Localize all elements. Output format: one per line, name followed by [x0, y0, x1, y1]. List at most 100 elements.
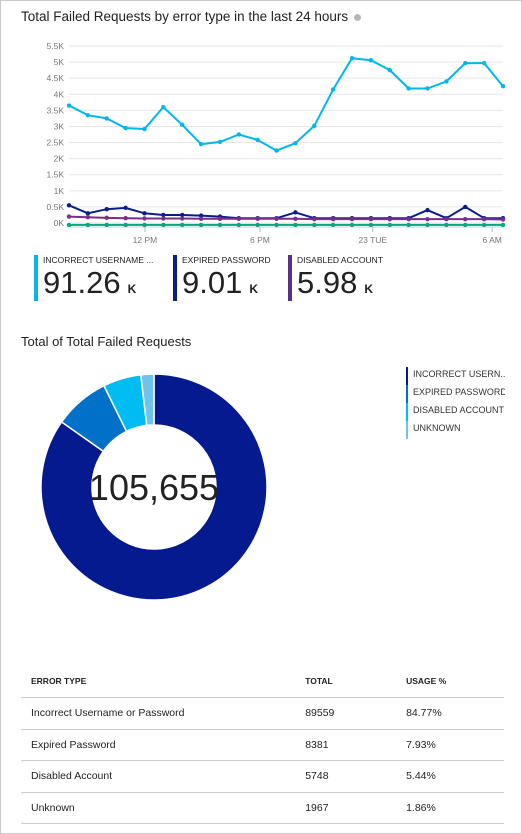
- data-point: [255, 222, 260, 228]
- kpi-label: EXPIRED PASSWORD: [182, 255, 271, 265]
- data-point: [161, 216, 166, 221]
- data-point: [255, 216, 260, 222]
- y-tick-label: 0K: [54, 218, 65, 228]
- data-point: [161, 222, 166, 228]
- data-point: [349, 56, 355, 61]
- data-point: [387, 67, 392, 73]
- data-point: [104, 206, 109, 212]
- data-point: [330, 216, 336, 222]
- y-tick-label: 4K: [54, 89, 65, 99]
- y-tick-label: 2K: [54, 154, 65, 164]
- series-line-2: [68, 215, 504, 221]
- donut-slice[interactable]: [139, 373, 155, 427]
- table-row: Expired Password 8381 7.93%: [21, 730, 504, 761]
- cell-usage: 1.86%: [406, 801, 436, 814]
- data-point: [198, 213, 204, 218]
- data-point: [481, 60, 487, 66]
- legend-item-disabled[interactable]: DISABLED ACCOUNT: [406, 403, 505, 421]
- data-point: [104, 222, 109, 228]
- x-tick-label: 12 PM: [133, 235, 158, 245]
- data-point: [481, 216, 487, 222]
- data-point: [463, 222, 468, 228]
- y-tick-label: 5.5K: [47, 41, 65, 51]
- data-point: [66, 203, 72, 208]
- series-line-0: [68, 57, 504, 152]
- cell-total: 1967: [305, 801, 329, 814]
- data-point: [142, 126, 147, 132]
- y-tick-label: 3K: [54, 121, 65, 131]
- line-chart: 5.5K 5K 4.5K 4K 3.5K 3K 2.5K 2K 1.5K 1K 0.5K 0K 12 P…: [47, 41, 506, 245]
- data-point: [368, 216, 374, 222]
- data-point: [274, 222, 279, 228]
- data-point: [123, 215, 128, 221]
- data-point: [236, 132, 242, 137]
- data-point: [500, 222, 506, 228]
- kpi-value: 9.01 K: [182, 265, 259, 300]
- donut-chart: 105,655: [40, 373, 268, 601]
- data-point: [425, 207, 430, 213]
- data-point: [463, 216, 468, 222]
- info-icon[interactable]: [354, 13, 362, 21]
- donut-slice[interactable]: [40, 373, 268, 601]
- data-point: [180, 222, 185, 228]
- data-point: [293, 210, 298, 215]
- data-point: [85, 222, 91, 228]
- data-point: [66, 222, 72, 228]
- header-total[interactable]: TOTAL: [305, 676, 333, 686]
- header-error-type[interactable]: ERROR TYPE: [31, 676, 87, 686]
- data-point: [142, 211, 147, 216]
- data-point: [463, 204, 468, 210]
- data-point: [142, 216, 147, 221]
- data-point: [85, 215, 91, 220]
- data-point: [66, 214, 72, 219]
- data-point: [312, 123, 317, 129]
- data-point: [463, 60, 468, 66]
- data-point: [161, 212, 166, 218]
- x-tick-label: 6 AM: [482, 235, 501, 245]
- kpi-disabled-account[interactable]: DISABLED ACCOUNT 5.98 K: [288, 255, 407, 301]
- data-point: [66, 103, 72, 108]
- data-point: [293, 140, 298, 146]
- data-point: [142, 222, 147, 228]
- data-point: [425, 86, 430, 91]
- y-tick-label: 5K: [54, 57, 65, 67]
- data-point: [123, 222, 128, 228]
- kpi-incorrect-username[interactable]: INCORRECT USERNAME ... 91.26 K: [34, 255, 153, 301]
- data-point: [217, 139, 223, 145]
- data-point: [274, 216, 279, 222]
- data-point: [368, 57, 374, 63]
- data-point: [293, 222, 298, 228]
- data-point: [425, 216, 430, 222]
- data-point: [217, 222, 223, 228]
- data-point: [444, 79, 449, 84]
- y-tick-label: 2.5K: [47, 138, 65, 148]
- legend-item-unknown[interactable]: UNKNOWN: [406, 421, 505, 439]
- data-point: [387, 216, 392, 222]
- data-point: [312, 222, 317, 228]
- legend-item-incorrect[interactable]: INCORRECT USERN...: [406, 367, 505, 385]
- y-tick-label: 1K: [54, 186, 65, 196]
- cell-usage: 7.93%: [406, 738, 436, 751]
- cell-total: 8381: [305, 738, 329, 751]
- data-point: [123, 205, 128, 211]
- kpi-expired-password[interactable]: EXPIRED PASSWORD 9.01 K: [173, 255, 292, 301]
- kpi-value: 91.26 K: [43, 265, 137, 300]
- data-point: [85, 112, 91, 118]
- cell-error-type: Unknown: [31, 801, 75, 814]
- data-point: [293, 216, 298, 222]
- data-point: [236, 216, 242, 222]
- y-tick-label: 1.5K: [47, 170, 65, 180]
- cell-error-type: Expired Password: [31, 738, 116, 751]
- data-point: [500, 84, 506, 89]
- header-usage[interactable]: USAGE %: [406, 676, 447, 686]
- data-point: [104, 116, 109, 121]
- cell-error-type: Incorrect Username or Password: [31, 707, 185, 720]
- line-chart-title: Total Failed Requests by error type in t…: [21, 9, 362, 24]
- table-header: ERROR TYPE TOTAL USAGE %: [21, 665, 504, 698]
- data-point: [180, 212, 185, 218]
- data-point: [180, 122, 185, 128]
- legend-item-expired[interactable]: EXPIRED PASSWORD: [406, 385, 505, 403]
- data-point: [198, 141, 204, 147]
- data-point: [104, 215, 109, 221]
- data-point: [444, 216, 449, 222]
